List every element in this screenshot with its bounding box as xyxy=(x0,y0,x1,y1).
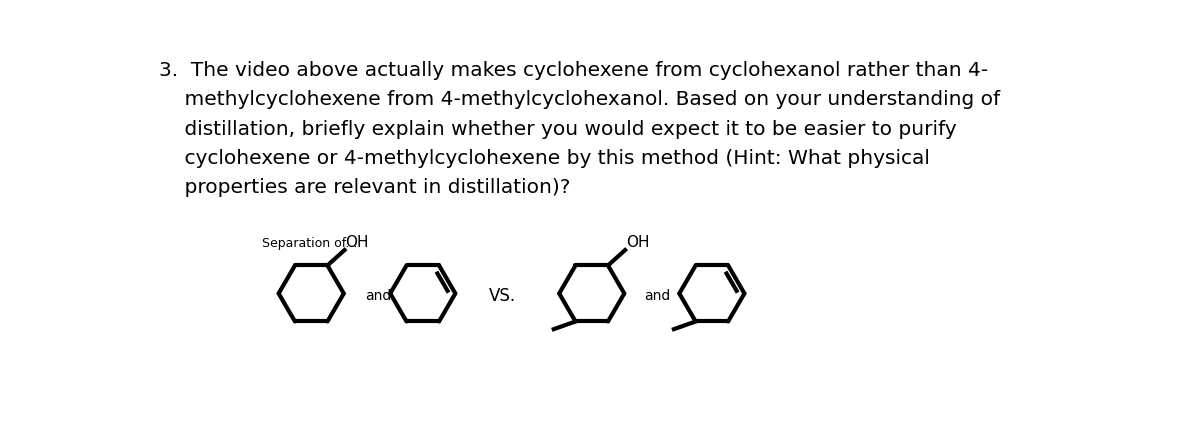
Text: properties are relevant in distillation)?: properties are relevant in distillation)… xyxy=(160,178,571,197)
Text: and: and xyxy=(644,288,671,302)
Text: OH: OH xyxy=(346,235,368,250)
Text: 3.  The video above actually makes cyclohexene from cyclohexanol rather than 4-: 3. The video above actually makes cycloh… xyxy=(160,61,989,80)
Text: cyclohexene or 4-methylcyclohexene by this method (Hint: What physical: cyclohexene or 4-methylcyclohexene by th… xyxy=(160,148,930,168)
Text: Separation of...: Separation of... xyxy=(263,236,358,249)
Text: VS.: VS. xyxy=(490,286,516,304)
Text: distillation, briefly explain whether you would expect it to be easier to purify: distillation, briefly explain whether yo… xyxy=(160,120,956,138)
Text: OH: OH xyxy=(626,235,649,250)
Text: methylcyclohexene from 4-methylcyclohexanol. Based on your understanding of: methylcyclohexene from 4-methylcyclohexa… xyxy=(160,90,1001,109)
Text: and: and xyxy=(366,288,391,302)
